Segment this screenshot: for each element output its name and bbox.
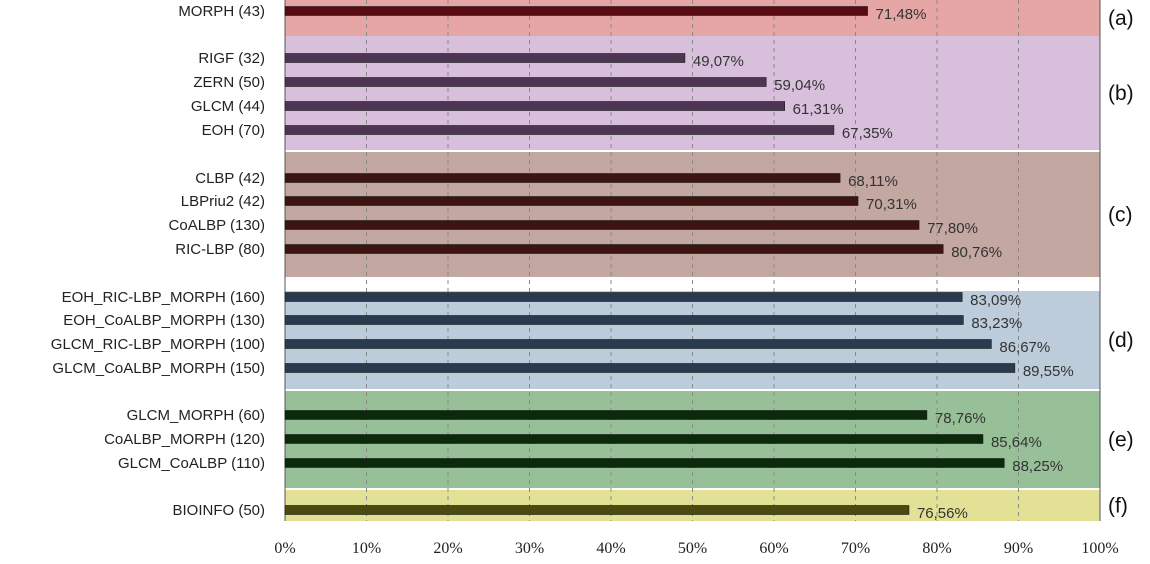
x-tick-label: 50% [678, 540, 707, 557]
bar [284, 196, 859, 206]
bar [284, 125, 835, 135]
x-axis-ticks: 0% 10% 20% 30% 40% 50% 60% 70% 80% 90% 100% [274, 540, 1118, 557]
x-tick-label: 10% [352, 540, 381, 557]
bar [284, 173, 841, 183]
category-label: CoALBP (130) [169, 217, 265, 234]
category-label: EOH_CoALBP_MORPH (130) [63, 312, 265, 329]
bar [284, 292, 963, 302]
x-tick-label: 60% [759, 540, 788, 557]
x-tick-label: 40% [596, 540, 625, 557]
value-label: 88,25% [1012, 458, 1063, 475]
x-tick-label: 80% [922, 540, 951, 557]
value-label: 70,31% [866, 196, 917, 213]
x-tick-label: 30% [515, 540, 544, 557]
value-label: 83,23% [971, 315, 1022, 332]
value-labels: 71,48% 49,07% 59,04% 61,31% 67,35% 68,11% 70,3… [693, 6, 1074, 522]
category-label: RIGF (32) [198, 50, 265, 67]
bar [284, 101, 785, 111]
group-tags: (a) (b) (c) (d) (e) (f) [1108, 7, 1134, 518]
value-label: 83,09% [970, 292, 1021, 309]
group-tag-c: (c) [1108, 204, 1133, 227]
value-label: 86,67% [999, 339, 1050, 356]
category-label: CLBP (42) [195, 170, 265, 187]
value-label: 67,35% [842, 125, 893, 142]
bar [284, 220, 920, 230]
category-label: GLCM_CoALBP_MORPH (150) [52, 360, 265, 377]
group-tag-f: (f) [1108, 495, 1128, 518]
bar [284, 434, 984, 444]
x-tick-label: 20% [433, 540, 462, 557]
value-label: 59,04% [774, 77, 825, 94]
bar [284, 315, 964, 325]
category-label: LBPriu2 (42) [181, 193, 265, 210]
bar [284, 363, 1016, 373]
x-tick-label: 70% [841, 540, 870, 557]
value-label: 80,76% [951, 244, 1002, 261]
value-label: 76,56% [917, 505, 968, 522]
bar [284, 77, 767, 87]
bar [284, 6, 868, 16]
category-label: MORPH (43) [178, 3, 265, 20]
category-label: RIC-LBP (80) [175, 241, 265, 258]
category-label: CoALBP_MORPH (120) [104, 431, 265, 448]
category-label: EOH_RIC-LBP_MORPH (160) [62, 289, 265, 306]
bar [284, 505, 910, 515]
value-label: 89,55% [1023, 363, 1074, 380]
category-label: GLCM_MORPH (60) [127, 407, 265, 424]
gridlines [284, 0, 1101, 521]
category-label: ZERN (50) [193, 74, 265, 91]
value-label: 68,11% [848, 173, 898, 190]
bar [284, 410, 928, 420]
group-tag-a: (a) [1108, 7, 1134, 30]
value-label: 49,07% [693, 53, 744, 70]
bar [284, 53, 686, 63]
category-label: GLCM_CoALBP (110) [118, 455, 265, 472]
value-label: 78,76% [935, 410, 986, 427]
value-label: 61,31% [793, 101, 844, 118]
category-label: GLCM (44) [191, 98, 265, 115]
category-labels: MORPH (43) RIGF (32) ZERN (50) GLCM (44) EOH… [51, 3, 265, 519]
x-tick-label: 0% [274, 540, 295, 557]
value-label: 71,48% [876, 6, 927, 23]
value-label: 85,64% [991, 434, 1042, 451]
group-tag-b: (b) [1108, 82, 1134, 105]
value-label: 77,80% [927, 220, 978, 237]
x-tick-label: 90% [1004, 540, 1033, 557]
x-tick-label: 100% [1081, 540, 1118, 557]
category-label: EOH (70) [202, 122, 265, 139]
group-tag-e: (e) [1108, 429, 1134, 452]
bar [284, 458, 1005, 468]
category-label: GLCM_RIC-LBP_MORPH (100) [51, 336, 265, 353]
bar [284, 244, 944, 254]
category-label: BIOINFO (50) [172, 502, 265, 519]
bars [284, 6, 1016, 515]
group-tag-d: (d) [1108, 329, 1134, 352]
bar [284, 339, 992, 349]
